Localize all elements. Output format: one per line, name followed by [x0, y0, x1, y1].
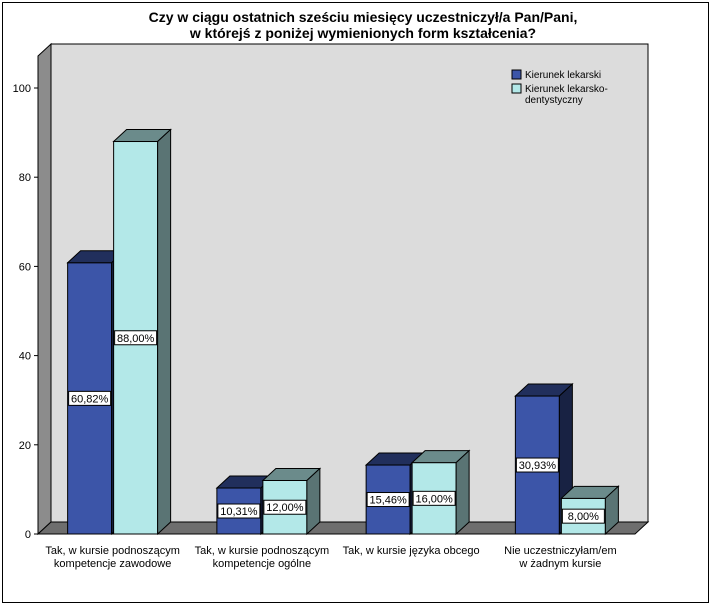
- bar-side: [455, 449, 470, 536]
- data-label-box: [263, 499, 307, 515]
- data-label-text: 12,00%: [266, 502, 304, 514]
- data-label-box: [68, 390, 112, 406]
- chart-title-line-1: Czy w ciągu ostatnich sześciu miesięcy u…: [148, 9, 578, 25]
- x-tick-label-0-0: Tak, w kursie podnoszącym: [45, 545, 180, 557]
- data-label-1-3: 8,00%: [561, 508, 605, 524]
- chart-title: Czy w ciągu ostatnich sześciu miesięcy u…: [43, 9, 683, 41]
- legend-swatch: [511, 83, 522, 94]
- data-label-box: [217, 503, 261, 519]
- chart-title-line-2: w którejś z poniżej wymienionych form ks…: [189, 25, 537, 41]
- data-label-box: [515, 457, 559, 473]
- data-label-text: 16,00%: [415, 493, 453, 505]
- x-tick-label-3-1: w żadnym kursie: [518, 558, 601, 570]
- x-tick-label-3-0: Nie uczestniczyłam/em: [504, 545, 616, 557]
- y-tick-label-2: 40: [19, 351, 31, 363]
- data-label-text: 15,46%: [369, 495, 407, 507]
- legend-label-line-0: Kierunek lekarski: [525, 70, 601, 81]
- y-tick-label-4: 80: [19, 172, 31, 184]
- y-tick-label-0: 0: [25, 529, 31, 541]
- data-label-1-0: 88,00%: [114, 330, 158, 346]
- data-label-1-1: 12,00%: [263, 499, 307, 515]
- data-label-text: 10,31%: [220, 506, 258, 518]
- y-tick-label-1: 20: [19, 440, 31, 452]
- plot-side-wall: [37, 42, 52, 536]
- legend-entry-1: Kierunek lekarsko-dentystyczny: [511, 83, 608, 106]
- y-tick-label-5: 100: [13, 83, 31, 95]
- legend-entry-0: Kierunek lekarski: [511, 69, 601, 81]
- y-tick-label-3: 60: [19, 261, 31, 273]
- x-tick-label-0-1: kompetencje zawodowe: [54, 558, 171, 570]
- data-label-0-3: 30,93%: [515, 457, 559, 473]
- data-label-0-2: 15,46%: [366, 492, 410, 508]
- bar-side: [157, 128, 172, 536]
- x-tick-label-1-1: kompetencje ogólne: [213, 558, 311, 570]
- bar-side: [306, 467, 321, 536]
- legend-label-line-0: Kierunek lekarsko-: [525, 84, 608, 95]
- legend-label-line-1: dentystyczny: [525, 95, 583, 106]
- data-label-0-1: 10,31%: [217, 503, 261, 519]
- data-label-box: [366, 492, 410, 508]
- x-tick-label-2-0: Tak, w kursie języka obcego: [343, 545, 480, 557]
- data-label-text: 30,93%: [519, 460, 557, 472]
- bar-side: [604, 485, 619, 536]
- data-label-box: [561, 508, 605, 524]
- bar-1-0: [112, 128, 172, 536]
- data-label-text: 8,00%: [568, 511, 599, 523]
- data-label-box: [412, 490, 456, 506]
- x-tick-label-1-0: Tak, w kursie podnoszącym: [195, 545, 330, 557]
- data-label-1-2: 16,00%: [412, 490, 456, 506]
- data-label-text: 60,82%: [71, 393, 109, 405]
- legend-swatch: [511, 69, 522, 80]
- data-label-box: [114, 330, 158, 346]
- data-label-text: 88,00%: [117, 333, 155, 345]
- data-label-0-0: 60,82%: [68, 390, 112, 406]
